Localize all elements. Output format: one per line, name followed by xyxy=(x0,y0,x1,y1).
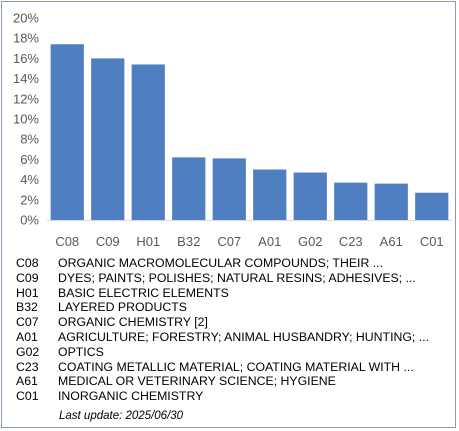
bar-c07 xyxy=(212,158,246,220)
legend-code: C01 xyxy=(16,389,39,404)
legend-code: C08 xyxy=(16,256,39,270)
bar-g02 xyxy=(293,172,327,220)
y-tick-label: 18% xyxy=(13,31,39,46)
y-tick-label: 16% xyxy=(13,51,39,66)
x-tick-label: C09 xyxy=(96,234,120,249)
legend-code: C07 xyxy=(16,315,39,330)
legend-description: COATING METALLIC MATERIAL; COATING MATER… xyxy=(58,359,414,374)
legend-description: OPTICS xyxy=(58,344,104,359)
bar-a61 xyxy=(374,183,408,220)
legend-description: MEDICAL OR VETERINARY SCIENCE; HYGIENE xyxy=(58,374,336,389)
bars xyxy=(50,44,449,221)
legend-description: ORGANIC CHEMISTRY [2] xyxy=(58,315,208,330)
x-tick-label: A01 xyxy=(258,234,281,249)
legend-description: ORGANIC MACROMOLECULAR COMPOUNDS; THEIR … xyxy=(58,256,383,270)
legend-code: C09 xyxy=(16,270,39,285)
legend-code: G02 xyxy=(16,344,40,359)
x-tick-label: C07 xyxy=(217,234,241,249)
legend-code: H01 xyxy=(16,285,39,300)
y-tick-label: 6% xyxy=(20,152,39,167)
y-tick-label: 12% xyxy=(13,91,39,106)
x-tick-label: C23 xyxy=(339,234,363,249)
y-tick-label: 14% xyxy=(13,71,39,86)
x-tick-label: A61 xyxy=(380,234,403,249)
legend-row: C09 DYES; PAINTS; POLISHES; NATURAL RESIN… xyxy=(16,271,452,286)
bar-c23 xyxy=(334,182,368,220)
x-axis: C08 C09 H01 B32 C07 A01 G02 C23 A61 C01 xyxy=(55,234,443,249)
bar-c09 xyxy=(91,58,125,221)
y-tick-label: 0% xyxy=(20,213,39,228)
legend-row: C01 INORGANIC CHEMISTRY xyxy=(16,389,452,404)
legend-description: DYES; PAINTS; POLISHES; NATURAL RESINS; … xyxy=(58,270,416,285)
legend-row: A01 AGRICULTURE; FORESTRY; ANIMAL HUSBAND… xyxy=(16,330,452,345)
legend-code: A01 xyxy=(16,329,38,344)
x-tick-label: H01 xyxy=(136,234,160,249)
legend-description: INORGANIC CHEMISTRY xyxy=(58,389,204,404)
y-tick-label: 8% xyxy=(20,132,39,147)
legend-row: C08 ORGANIC MACROMOLECULAR COMPOUNDS; THE… xyxy=(16,256,452,271)
bar-c01 xyxy=(415,192,449,220)
y-tick-label: 4% xyxy=(20,172,39,187)
bar-b32 xyxy=(172,157,206,220)
legend-description: LAYERED PRODUCTS xyxy=(58,300,187,315)
legend-description: AGRICULTURE; FORESTRY; ANIMAL HUSBANDRY;… xyxy=(58,329,430,344)
bar-c08 xyxy=(50,44,84,221)
legend-row: B32 LAYERED PRODUCTS xyxy=(16,300,452,315)
bar-h01 xyxy=(131,64,165,221)
x-tick-label: C08 xyxy=(55,234,79,249)
y-tick-label: 20% xyxy=(13,11,39,26)
bar-a01 xyxy=(253,169,287,220)
x-tick-label: G02 xyxy=(298,234,323,249)
legend-row: H01 BASIC ELECTRIC ELEMENTS xyxy=(16,286,452,301)
x-tick-label: C01 xyxy=(420,234,444,249)
legend-row: C07 ORGANIC CHEMISTRY [2] xyxy=(16,315,452,330)
x-tick-label: B32 xyxy=(177,234,200,249)
y-tick-label: 2% xyxy=(20,192,39,207)
y-tick-label: 10% xyxy=(13,112,39,127)
y-axis: 0% 2% 4% 6% 8% 10% 12% 14% 16% 18% 20% xyxy=(13,11,452,228)
legend-code: A61 xyxy=(16,374,38,389)
last-update: Last update: 2025/06/30 xyxy=(59,410,184,422)
legend-row: C23 COATING METALLIC MATERIAL; COATING MA… xyxy=(16,360,452,375)
category-legend: C08 ORGANIC MACROMOLECULAR COMPOUNDS; THE… xyxy=(16,256,452,404)
legend-code: C23 xyxy=(16,359,39,374)
legend-code: B32 xyxy=(16,300,38,315)
bar-chart: 0% 2% 4% 6% 8% 10% 12% 14% 16% 18% 20% C08 C09 H01 B3… xyxy=(13,11,452,249)
legend-description: BASIC ELECTRIC ELEMENTS xyxy=(58,285,229,300)
legend-row: A61 MEDICAL OR VETERINARY SCIENCE; HYGIEN… xyxy=(16,374,452,389)
legend-row: G02 OPTICS xyxy=(16,345,452,360)
